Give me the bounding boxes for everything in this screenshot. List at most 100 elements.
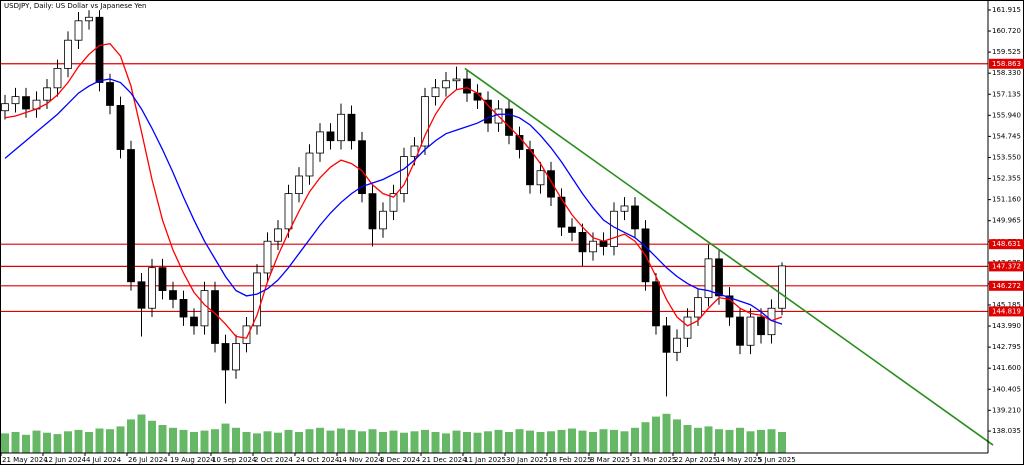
candle-body	[389, 193, 398, 212]
y-tick-label: 143.990	[992, 322, 1021, 330]
x-tick-label: 8 Mar 2025	[590, 456, 630, 464]
level-tag	[989, 239, 1024, 250]
volume-bar	[295, 432, 303, 453]
volume-bar	[641, 422, 650, 453]
candle-body	[232, 343, 240, 371]
volume-bar	[284, 429, 293, 453]
candle-body	[725, 295, 734, 318]
volume-bar	[347, 429, 356, 453]
y-tick-label: 145.185	[992, 301, 1021, 309]
volume-bar	[11, 432, 20, 453]
candle-body	[452, 78, 461, 82]
volume-bar	[452, 430, 461, 453]
volume-bar	[410, 431, 419, 453]
level-tag	[989, 306, 1024, 317]
volume-bar	[463, 432, 471, 453]
y-tick-label: 161.915	[992, 6, 1021, 14]
volume-bar	[620, 431, 629, 453]
volume-bar	[53, 434, 62, 453]
y-tick-label: 140.405	[992, 385, 1021, 393]
candle-body	[757, 316, 765, 336]
moving-average	[4, 43, 783, 339]
candle-body	[106, 82, 114, 106]
volume-bar	[116, 426, 125, 453]
candle-body	[746, 316, 755, 346]
candle-body	[22, 96, 30, 110]
candle-body	[358, 140, 366, 195]
candle-body	[74, 20, 83, 41]
level-label: 148.631	[992, 240, 1021, 248]
volume-bar	[778, 432, 786, 453]
y-tick-label: 155.940	[992, 111, 1021, 119]
candle-body	[137, 281, 146, 309]
volume-bar	[379, 432, 387, 453]
volume-bar	[64, 431, 72, 453]
candle-body	[652, 281, 660, 327]
candle-body	[400, 156, 408, 195]
candle-body	[284, 193, 293, 230]
x-tick-label: 10 Sep 2024	[212, 456, 257, 464]
volume-bar	[74, 429, 83, 453]
volume-bar	[746, 431, 755, 453]
candle-body	[631, 205, 639, 230]
volume-bar	[505, 432, 513, 453]
volume-bar	[725, 429, 734, 453]
candle-body	[1, 103, 9, 112]
level-label: 144.819	[992, 307, 1021, 315]
x-tick-label: 14 Nov 2024	[338, 456, 383, 464]
candle-body	[253, 272, 261, 327]
volume-bar	[421, 429, 429, 453]
candle-body	[431, 87, 440, 98]
volume-bar	[589, 432, 597, 453]
volume-bar	[631, 427, 639, 453]
volume-bar	[652, 416, 660, 453]
candle-body	[568, 226, 576, 233]
volume-bar	[610, 429, 618, 453]
x-tick-label: 4 Jul 2024	[86, 456, 122, 464]
candle-body	[295, 175, 303, 195]
candle-body	[148, 267, 156, 309]
volume-bar	[127, 419, 135, 453]
volume-bar	[704, 426, 713, 453]
candle-body	[673, 337, 681, 353]
candle-body	[683, 316, 692, 339]
candle-body	[221, 343, 230, 371]
volume-bar	[694, 427, 702, 453]
x-tick-label: 24 Oct 2024	[296, 456, 340, 464]
volume-bar	[526, 430, 534, 453]
candle-body	[379, 210, 387, 230]
volume-bar	[316, 427, 324, 453]
y-tick-label: 139.210	[992, 406, 1021, 414]
candle-body	[715, 258, 723, 297]
candle-body	[578, 232, 587, 253]
x-tick-label: 22 Apr 2025	[674, 456, 717, 464]
level-tag	[989, 58, 1024, 69]
volume-bar	[599, 429, 608, 453]
volume-bar	[158, 425, 167, 453]
volume-bar	[368, 429, 377, 453]
y-tick-label: 141.600	[992, 364, 1021, 372]
x-tick-label: 12 Jun 2024	[44, 456, 87, 464]
volume-bar	[232, 427, 240, 453]
y-tick-label: 154.745	[992, 132, 1021, 140]
candle-body	[200, 290, 209, 327]
level-tag	[989, 261, 1024, 272]
x-tick-label: 21 Dec 2024	[422, 456, 467, 464]
plot-area	[0, 10, 994, 453]
volume-bar	[148, 420, 156, 453]
y-tick-label: 160.720	[992, 27, 1021, 35]
candle-body	[337, 113, 345, 142]
candle-body	[242, 325, 251, 344]
moving-average	[4, 78, 783, 325]
candle-body	[85, 16, 93, 22]
volume-bar	[683, 425, 692, 453]
volume-bar	[400, 432, 408, 453]
volume-bar	[263, 431, 272, 453]
volume-bar	[673, 419, 681, 453]
level-label: 158.863	[992, 60, 1021, 68]
candle-body	[620, 205, 629, 212]
candle-body	[463, 78, 471, 94]
volume-bar	[106, 429, 114, 453]
candle-body	[589, 240, 597, 253]
